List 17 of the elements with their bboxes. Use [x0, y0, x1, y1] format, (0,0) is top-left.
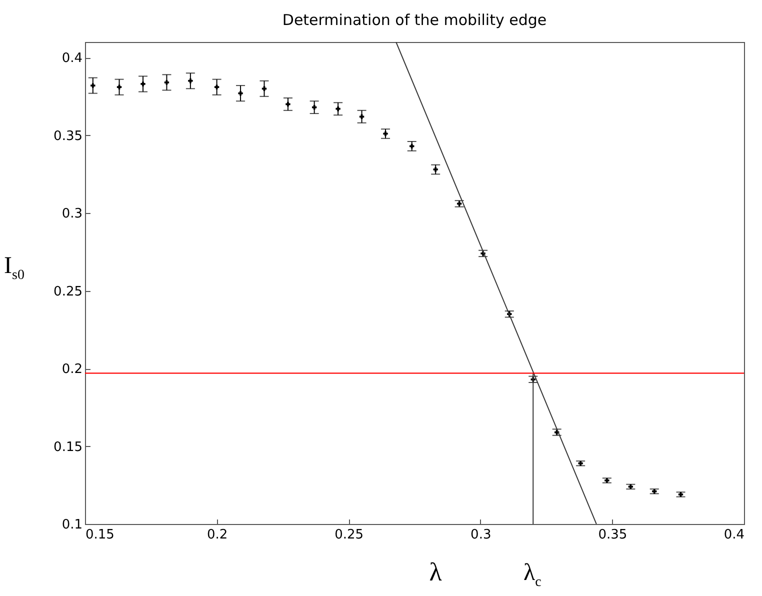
y-tick-label: 0.25: [54, 284, 82, 300]
chart-title: Determination of the mobility edge: [282, 11, 547, 29]
x-tick-label: 0.25: [334, 528, 364, 542]
y-tick-label: 0.3: [62, 206, 82, 222]
y-tick-label: 0.15: [54, 440, 82, 455]
x-tick-label: 0.3: [470, 528, 492, 542]
x-tick-label: 0.35: [598, 528, 628, 542]
y-tick-label: 0.4: [62, 51, 82, 66]
y-tick-label: 0.35: [54, 128, 82, 144]
x-tick-label: 0.2: [206, 528, 228, 542]
y-axis-title: I$_{s0}$: [4, 253, 24, 284]
x-axis-title: λ: [429, 558, 442, 586]
y-tick-label: 0.1: [62, 518, 82, 532]
y-tick-label: 0.2: [62, 362, 82, 378]
x-tick-label: 0.15: [86, 528, 114, 542]
text: λ$_{c}$: [524, 560, 542, 591]
x-tick-label: 0.4: [724, 528, 744, 542]
